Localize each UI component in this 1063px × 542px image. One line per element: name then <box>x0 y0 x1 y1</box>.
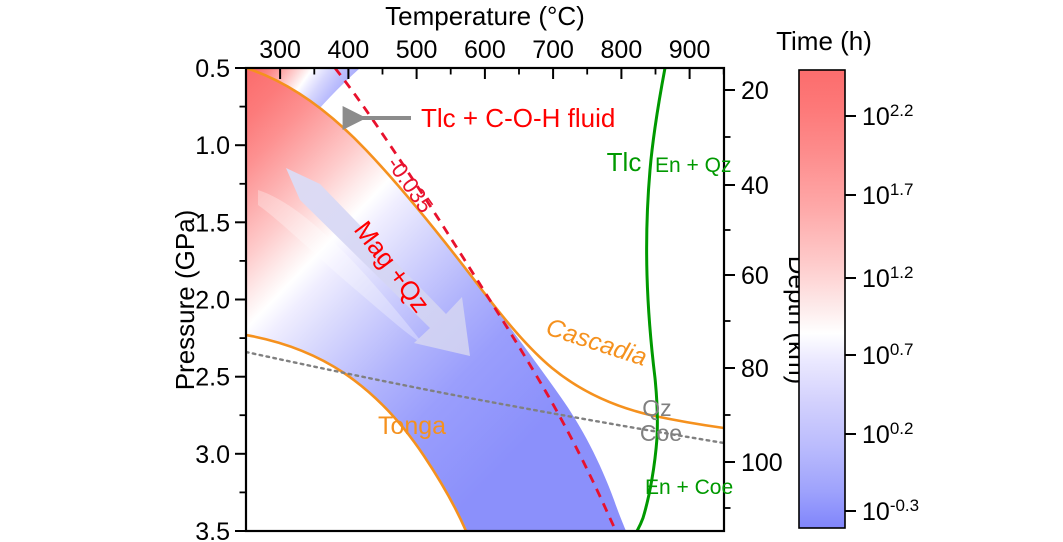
en-qz-label: En + Qz <box>655 154 731 177</box>
y-tick-label: 2.0 <box>195 287 230 315</box>
tonga-label: Tonga <box>378 412 446 440</box>
colorbar-tick-label: 100.7 <box>862 340 913 370</box>
y-tick-label: 1.0 <box>195 132 230 160</box>
y-tick-label: 3.5 <box>195 518 230 542</box>
tonga-geotherm-curve <box>246 333 468 531</box>
qz-label: Qz <box>642 395 671 421</box>
colorbar <box>798 69 846 529</box>
y-axis-right <box>724 89 735 509</box>
en-coe-label: En + Coe <box>645 476 733 499</box>
tlc-field-label: Tlc <box>607 147 642 177</box>
colorbar-title: Time (h) <box>776 26 872 56</box>
x-tick-label: 600 <box>464 36 506 64</box>
x-tick-label: 700 <box>532 36 574 64</box>
y2-tick-label: 100 <box>741 449 783 477</box>
x-tick-label: 900 <box>669 36 711 64</box>
colorbar-tick-label: 102.2 <box>862 101 913 131</box>
y2-tick-labels: 20 40 60 80 100 <box>741 77 783 477</box>
tlc-coh-fluid-label: Tlc + C-O-H fluid <box>421 103 615 133</box>
colorbar-tick-label: 100.2 <box>862 419 913 449</box>
heatmap-field <box>246 68 724 531</box>
x-tick-labels: 300 400 500 600 700 800 900 <box>259 36 710 64</box>
x-tick-label: 400 <box>328 36 370 64</box>
y2-tick-label: 20 <box>741 77 769 105</box>
x-axis-title: Temperature (°C) <box>385 1 585 31</box>
x-tick-label: 800 <box>601 36 643 64</box>
coe-label: Coe <box>640 420 682 446</box>
y-axis-title: Pressure (GPa) <box>170 210 200 391</box>
talc-out-reaction-curve <box>635 68 667 531</box>
x-tick-label: 300 <box>259 36 301 64</box>
colorbar-tick-label: 101.7 <box>862 180 913 210</box>
y-tick-label: 1.5 <box>195 209 230 237</box>
y2-tick-label: 40 <box>741 172 769 200</box>
y-tick-labels: 0.5 1.0 1.5 2.0 2.5 3.0 3.5 <box>195 55 230 542</box>
y2-tick-label: 80 <box>741 355 769 383</box>
y2-tick-label: 60 <box>741 262 769 290</box>
y-tick-label: 2.5 <box>195 364 230 392</box>
colorbar-tick-label: 10-0.3 <box>862 496 919 526</box>
quartz-coesite-curve <box>246 350 724 445</box>
field-light-streak <box>258 190 424 345</box>
y-tick-label: 0.5 <box>195 55 230 83</box>
x-tick-label: 500 <box>396 36 438 64</box>
main-thermal-field <box>246 68 626 531</box>
x-axis-top <box>279 68 725 79</box>
colorbar-ticks <box>845 115 856 512</box>
colorbar-tick-labels: 102.2 101.7 101.2 100.7 100.2 10-0.3 <box>862 101 919 526</box>
mag-qz-arrow <box>286 168 470 356</box>
y-axis-left <box>235 67 246 532</box>
contour-minus-0035-curve <box>333 68 618 531</box>
colorbar-tick-label: 101.2 <box>862 263 913 293</box>
y-tick-label: 3.0 <box>195 441 230 469</box>
